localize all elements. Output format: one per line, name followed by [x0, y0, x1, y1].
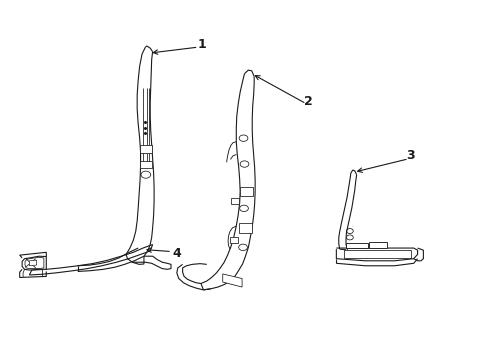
Polygon shape	[140, 145, 151, 153]
Text: 2: 2	[304, 95, 312, 108]
Polygon shape	[238, 222, 252, 233]
Text: 4: 4	[172, 247, 181, 260]
Polygon shape	[231, 198, 238, 204]
Text: 3: 3	[405, 149, 414, 162]
Text: 1: 1	[197, 38, 206, 51]
Polygon shape	[140, 161, 151, 168]
Polygon shape	[343, 250, 410, 258]
Polygon shape	[22, 256, 46, 270]
Polygon shape	[223, 274, 242, 287]
Polygon shape	[29, 260, 37, 266]
Polygon shape	[25, 257, 44, 269]
Polygon shape	[229, 237, 237, 243]
Polygon shape	[368, 242, 386, 248]
Polygon shape	[239, 187, 253, 196]
Polygon shape	[346, 243, 367, 248]
